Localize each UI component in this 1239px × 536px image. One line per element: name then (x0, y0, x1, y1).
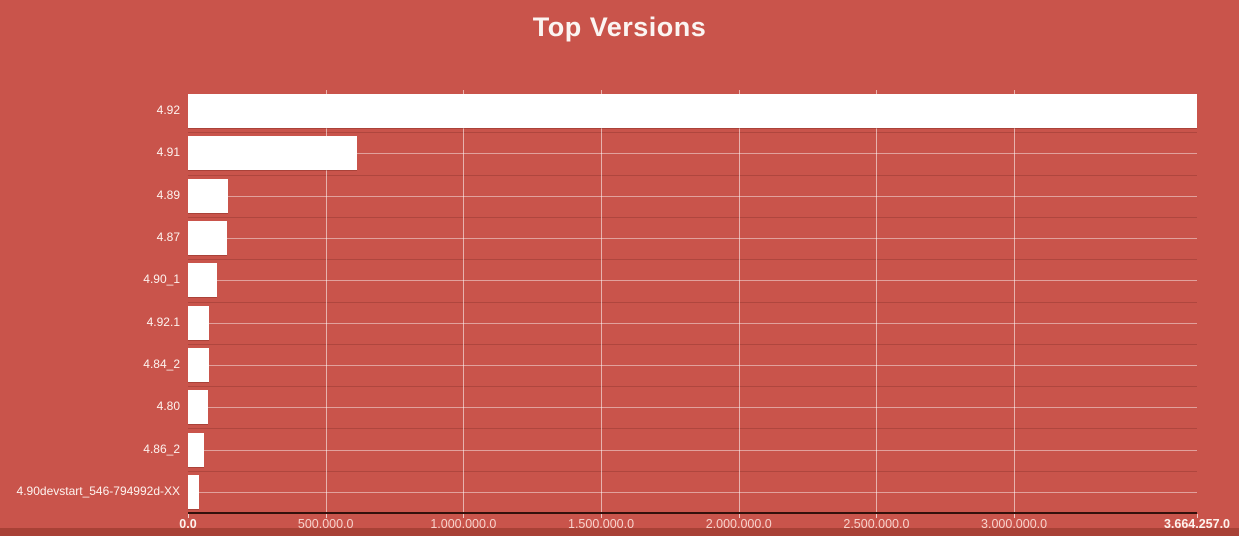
x-axis-tick (1197, 514, 1198, 518)
category-label: 4.90_1 (143, 272, 180, 287)
category-label: 4.92 (156, 103, 180, 118)
bar[interactable] (188, 474, 199, 509)
horizontal-gridline (188, 280, 1197, 282)
row-boundary-line (188, 343, 1197, 345)
vertical-gridline (738, 90, 740, 513)
row-boundary-line (188, 470, 1197, 472)
x-axis-tick (1014, 514, 1016, 518)
x-axis-tick-label: 2,000,000.0 (705, 517, 772, 531)
row-boundary-line (188, 301, 1197, 303)
horizontal-gridline (188, 407, 1197, 409)
category-label: 4.87 (156, 230, 180, 245)
vertical-gridline (601, 90, 603, 513)
chart-title: Top Versions (532, 12, 707, 42)
x-axis-tick (876, 514, 878, 518)
vertical-gridline (463, 90, 465, 513)
bar[interactable] (188, 390, 208, 425)
category-label: 4.91 (156, 145, 180, 160)
bar[interactable] (188, 263, 218, 298)
bar[interactable] (188, 136, 357, 171)
x-axis-tick (601, 514, 603, 518)
x-axis-tick (325, 514, 327, 518)
row-boundary-line (188, 259, 1197, 261)
horizontal-gridline (188, 195, 1197, 197)
bar[interactable] (188, 305, 210, 340)
bar[interactable] (188, 221, 227, 256)
horizontal-gridline (188, 491, 1197, 493)
x-axis-tick (188, 514, 189, 518)
x-axis-tick (738, 514, 740, 518)
x-axis-line (188, 512, 1197, 514)
vertical-gridline (1014, 90, 1016, 513)
row-boundary-line (188, 132, 1197, 134)
category-label: 4.84_2 (143, 356, 180, 371)
x-axis-tick-label: 2,500,000.0 (843, 517, 910, 531)
category-label: 4.89 (156, 187, 180, 202)
bar[interactable] (188, 347, 209, 382)
category-label: 4.80 (156, 399, 180, 414)
vertical-gridline (325, 90, 327, 513)
x-axis-tick-label: 0.0 (179, 517, 197, 531)
x-axis-tick-label: 3,000,000.0 (981, 517, 1048, 531)
horizontal-gridline (188, 449, 1197, 451)
category-label: 4.86_2 (143, 441, 180, 456)
horizontal-gridline (188, 364, 1197, 366)
window-bottom-edge (0, 528, 1239, 536)
x-axis-tick-label: 3,664,257.0 (1163, 517, 1231, 531)
category-label: 4.92.1 (146, 314, 180, 329)
x-axis-tick-label: 500,000.0 (297, 517, 354, 531)
horizontal-gridline (188, 238, 1197, 240)
row-boundary-line (188, 174, 1197, 176)
bar[interactable] (188, 178, 228, 213)
row-boundary-line (188, 386, 1197, 388)
row-boundary-line (188, 216, 1197, 218)
x-axis-tick (463, 514, 465, 518)
bar[interactable] (188, 432, 204, 467)
vertical-gridline (876, 90, 878, 513)
category-label: 4.90devstart_546-794992d-XX (16, 483, 180, 498)
horizontal-gridline (188, 153, 1197, 155)
x-axis-tick-label: 1,500,000.0 (568, 517, 635, 531)
row-boundary-line (188, 428, 1197, 430)
horizontal-gridline (188, 322, 1197, 324)
x-axis-tick-label: 1,000,000.0 (430, 517, 497, 531)
bar[interactable] (188, 94, 1197, 129)
